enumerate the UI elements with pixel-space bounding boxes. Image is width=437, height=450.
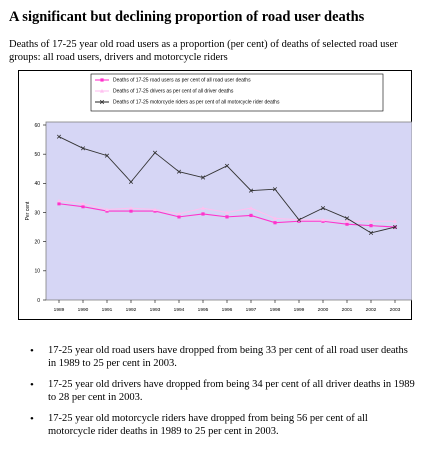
legend-box [90, 73, 384, 112]
data-point [296, 217, 302, 222]
data-point [105, 207, 109, 212]
x-tick-label: 1989 [54, 307, 65, 313]
series-2 [57, 198, 397, 223]
x-tick-label: 1997 [246, 307, 257, 313]
legend-label: Deaths of 17-25 road users as per cent o… [113, 78, 251, 84]
legend: Deaths of 17-25 road users as per cent o… [90, 73, 384, 112]
x-tick-label: 2003 [390, 307, 401, 313]
data-point [80, 146, 86, 151]
y-tick-label: 40 [34, 181, 40, 187]
data-point [152, 150, 158, 155]
y-tick-label: 30 [34, 210, 40, 216]
legend-label: Deaths of 17-25 drivers as per cent of a… [113, 89, 234, 95]
x-tick-label: 1993 [150, 307, 161, 313]
data-point [177, 215, 181, 219]
series-3 [56, 134, 398, 235]
data-point [57, 202, 61, 206]
data-point [393, 219, 397, 223]
bullet-dot: • [30, 379, 34, 391]
data-point [368, 230, 374, 235]
data-point [201, 212, 205, 216]
data-point [249, 206, 253, 210]
x-tick-label: 2001 [342, 307, 353, 313]
data-point [200, 175, 206, 180]
bullet-list: • 17-25 year old road users have dropped … [30, 345, 415, 447]
data-point [56, 134, 62, 139]
y-axis: 0 10 20 30 40 50 60 [34, 123, 46, 304]
x-axis: 1989 1990 1991 1992 1993 1994 1995 1996 1997 1998… [54, 300, 401, 313]
data-point [129, 206, 133, 210]
bullet-item: • 17-25 year old motorcycle riders have d… [30, 413, 415, 438]
x-tick-label: 1999 [294, 307, 305, 313]
data-point [272, 187, 278, 192]
x-tick-label: 1998 [270, 307, 281, 313]
data-point [81, 201, 85, 206]
data-point [369, 219, 373, 223]
x-tick-label: 2002 [366, 307, 377, 313]
plot-area [45, 121, 412, 301]
data-point [224, 163, 230, 168]
data-point [176, 169, 182, 174]
data-point [99, 99, 105, 105]
data-point [273, 221, 277, 225]
series-layer [56, 134, 398, 235]
data-point [320, 206, 326, 211]
bullet-item: • 17-25 year old drivers have dropped fro… [30, 379, 415, 404]
x-tick-label: 1991 [102, 307, 113, 313]
data-point [225, 210, 229, 215]
y-axis-label: Per cent [25, 201, 31, 220]
chart-subtitle: Deaths of 17-25 year old road users as a… [9, 39, 398, 63]
bullet-text: 17-25 year old road users have dropped f… [48, 345, 408, 369]
data-point [345, 219, 349, 223]
x-tick-label: 1995 [198, 307, 209, 313]
data-point [177, 211, 181, 216]
x-tick-label: 1996 [222, 307, 233, 313]
y-tick-label: 50 [34, 152, 40, 158]
data-point [248, 188, 254, 193]
bullet-text: 17-25 year old motorcycle riders have dr… [48, 413, 368, 437]
data-point [369, 224, 373, 228]
x-tick-label: 1992 [126, 307, 137, 313]
data-point [100, 78, 104, 82]
data-point [345, 222, 349, 226]
legend-label: Deaths of 17-25 motorcycle riders as per… [113, 100, 280, 106]
x-tick-label: 1990 [78, 307, 89, 313]
bullet-dot: • [30, 345, 34, 357]
data-point [249, 213, 253, 218]
y-tick-label: 10 [34, 269, 40, 275]
y-tick-label: 60 [34, 123, 40, 129]
y-tick-label: 20 [34, 239, 40, 245]
data-point [273, 216, 277, 220]
data-point [129, 209, 133, 213]
data-point [100, 89, 104, 93]
data-point [57, 198, 61, 203]
x-tick-label: 2000 [318, 307, 329, 313]
data-point [201, 206, 205, 210]
data-point [344, 216, 350, 221]
data-point [225, 215, 229, 219]
bullet-item: • 17-25 year old road users have dropped … [30, 345, 415, 370]
data-point [81, 205, 85, 209]
data-point [128, 179, 134, 184]
data-point [392, 225, 398, 230]
x-tick-label: 1994 [174, 307, 185, 313]
data-point [153, 207, 157, 212]
data-point [104, 153, 110, 158]
bullet-text: 17-25 year old drivers have dropped from… [48, 379, 415, 403]
page-title: A significant but declining proportion o… [9, 9, 365, 25]
bullet-dot: • [30, 413, 34, 425]
y-tick-label: 0 [37, 298, 40, 304]
data-point [321, 217, 325, 222]
